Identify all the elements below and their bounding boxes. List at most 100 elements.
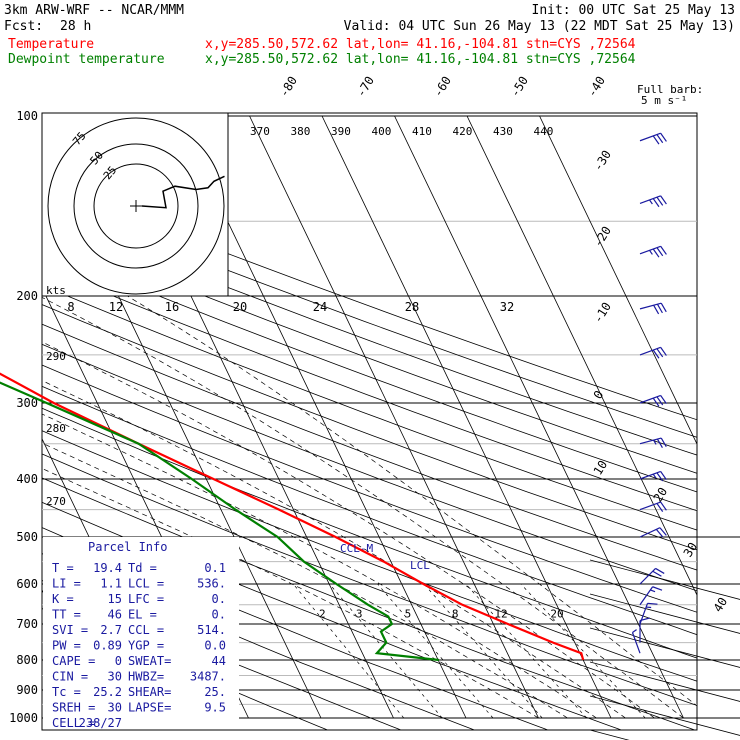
moist-adiabat — [42, 413, 597, 719]
parcel-field-value: 25.2 — [93, 685, 122, 699]
init-time: Init: 00 UTC Sat 25 May 13 — [532, 3, 736, 18]
mixing-ratio-line — [520, 583, 646, 719]
wind-barb-flag — [652, 135, 660, 145]
wind-barb-flag — [660, 245, 667, 255]
isotherm-label: -60 — [431, 74, 454, 100]
dry-adiabat — [42, 285, 697, 531]
wind-barb — [639, 586, 663, 606]
mixing-ratio-label: 20 — [550, 607, 563, 620]
speed-axis-label: 12 — [109, 300, 123, 314]
wind-barb — [639, 602, 658, 625]
plot-frame — [41, 112, 698, 731]
wind-barb — [639, 195, 667, 208]
parcel-field-value: 514. — [197, 623, 226, 637]
parcel-field-label: LCL = — [128, 577, 164, 591]
pressure-tick-label: 200 — [16, 289, 38, 303]
parcel-field-value: 30 — [108, 701, 122, 715]
dry-adiabat — [42, 180, 697, 421]
isotherm — [466, 115, 697, 597]
wind-barb-staff — [639, 195, 661, 204]
dry-adiabat — [42, 364, 697, 613]
parcel-field-label: LFC = — [128, 592, 164, 606]
sloping-guide-line — [589, 729, 630, 740]
parcel-field-label: EL = — [128, 608, 157, 622]
theta-e-label: 420 — [453, 125, 473, 138]
moist-adiabat — [42, 442, 568, 719]
wind-barb-flag — [656, 303, 663, 314]
mixing-ratio-label: 2 — [319, 607, 326, 620]
hodograph-box — [41, 112, 229, 297]
parcel-field-value: 44 — [212, 654, 226, 668]
dewpoint-legend: Dewpoint temperature — [8, 52, 165, 67]
temperature-profile — [0, 372, 585, 661]
speed-axis-label: 16 — [165, 300, 179, 314]
wind-barb-flag — [656, 438, 663, 449]
pressure-tick-label: 400 — [16, 472, 38, 486]
wind-barb-staff — [639, 245, 661, 255]
hodograph-ring-label: 50 — [88, 149, 106, 168]
isotherm — [321, 115, 612, 719]
dry-adiabat — [42, 231, 697, 474]
dry-adiabat — [42, 304, 697, 551]
wind-barb-flag — [656, 348, 664, 358]
parcel-field-label: T = — [52, 561, 74, 575]
parcel-field-value: 0. — [212, 592, 226, 606]
parcel-field-value: 238/27 — [79, 716, 122, 730]
hodograph-ring — [93, 163, 179, 249]
wind-barb-flag — [660, 471, 667, 481]
isotherm — [394, 115, 684, 719]
wind-barb — [639, 617, 650, 643]
wind-barb-flag — [653, 304, 660, 315]
hodograph-ring-label: 75 — [70, 129, 88, 148]
dewpoint-location: x,y=285.50,572.62 lat,lon= 41.16,-104.81… — [205, 52, 636, 67]
speed-axis-label: 24 — [313, 300, 327, 314]
parcel-field-label: K = — [52, 592, 74, 606]
forecast-hour: 28 h — [60, 19, 91, 34]
parcel-field-value: 9.5 — [204, 701, 226, 715]
parcel-field-value: 30 — [108, 670, 122, 684]
wind-barb-flag — [656, 134, 664, 144]
wind-barb-flag — [656, 247, 664, 257]
parcel-field-label: SWEAT= — [128, 654, 171, 668]
dry-adiabat — [42, 385, 697, 636]
wind-barb-flag — [655, 528, 664, 538]
valid-time: Valid: 04 UTC Sun 26 May 13 (22 MDT Sat … — [344, 19, 735, 34]
parcel-info-panel — [43, 537, 239, 729]
parcel-field-label: SVI = — [52, 623, 88, 637]
dry-adiabat — [42, 213, 697, 456]
speed-axis-label: 8 — [67, 300, 74, 314]
mixing-ratio-line — [423, 583, 543, 719]
mixing-ratio-line — [465, 583, 587, 719]
dry-adiabat — [42, 407, 697, 659]
barb-legend-line1: Full barb: — [637, 83, 703, 96]
wind-barb-staff — [639, 132, 661, 142]
parcel-field-label: CAPE = — [52, 654, 95, 668]
pressure-tick-label: 600 — [16, 577, 38, 591]
isotherm-label: -80 — [277, 74, 300, 100]
pressure-tick-label: 300 — [16, 396, 38, 410]
wind-barb — [631, 629, 641, 654]
barb-legend-line2: 5 m s⁻¹ — [641, 94, 687, 107]
wind-barb — [639, 132, 667, 145]
wind-barb-flag — [660, 395, 667, 405]
dry-adiabat — [42, 323, 697, 571]
parcel-field-value: 25. — [204, 685, 226, 699]
isotherm-label: -40 — [585, 74, 608, 100]
wind-barb-flag — [656, 396, 664, 406]
mixing-ratio-label: 5 — [405, 607, 412, 620]
speed-axis-label: 28 — [405, 300, 419, 314]
parcel-field-value: 0.89 — [93, 639, 122, 653]
wind-barb-staff — [639, 586, 654, 606]
parcel-field-label: SREH = — [52, 701, 95, 715]
mixing-ratio-line — [377, 583, 494, 719]
theta-e-label: 380 — [291, 125, 311, 138]
wind-barb-flag — [652, 198, 660, 208]
dry-adiabat — [42, 580, 402, 730]
wind-barb-flag — [660, 347, 667, 356]
parcel-field-value: 19.4 — [93, 561, 122, 575]
parcel-field-label: CIN = — [52, 670, 88, 684]
hodograph-ring — [47, 117, 225, 295]
wind-barb-staff — [631, 632, 641, 654]
speed-axis-label: 32 — [500, 300, 514, 314]
